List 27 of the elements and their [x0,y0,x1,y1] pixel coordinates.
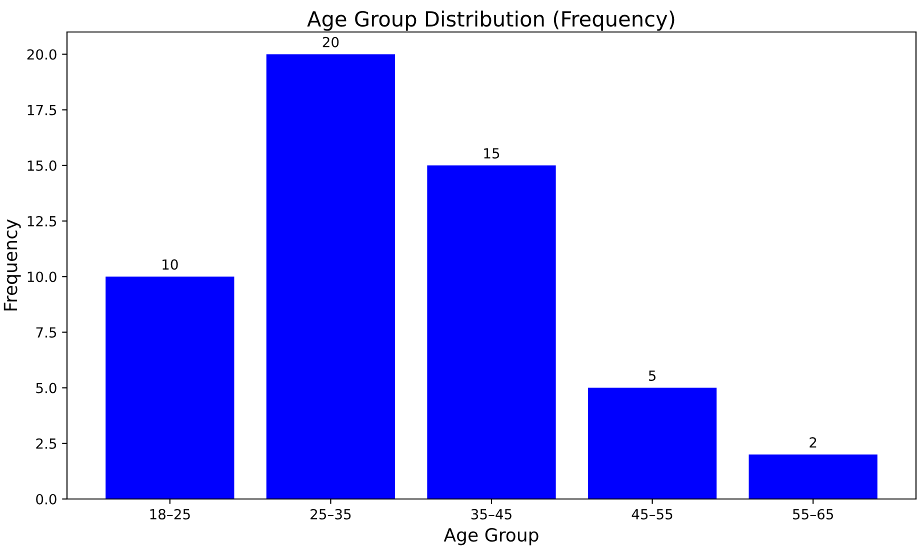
chart-title: Age Group Distribution (Frequency) [307,10,674,31]
y-axis-title: Frequency [4,219,21,310]
y-tick-label: 0.0 [36,494,56,504]
bar [427,165,556,499]
data-label: 10 [162,259,178,270]
x-axis-title: Age Group [444,528,538,546]
data-label: 2 [810,437,816,448]
y-tick-label: 2.5 [36,438,56,449]
bar [748,454,878,499]
bar [266,54,396,499]
bar [106,276,234,499]
data-label: 20 [322,36,339,48]
y-tick-label: 7.5 [36,327,56,338]
y-tick-label: 20.0 [27,49,56,60]
y-tick-label: 15.0 [28,160,56,171]
y-tick-label: 10.0 [28,272,56,282]
y-tick-label: 5.0 [36,382,56,394]
data-label: 15 [484,148,500,159]
x-tick-label: 35–45 [471,508,512,520]
x-tick-label: 18–25 [150,508,190,520]
bar [588,388,717,499]
y-tick-label: 12.5 [28,216,56,226]
x-tick-label: 45–55 [632,509,672,520]
x-tick-label: 55–65 [793,508,834,520]
data-label: 5 [648,370,656,381]
y-tick-label: 17.5 [28,104,56,116]
x-tick-label: 25–35 [310,508,351,520]
